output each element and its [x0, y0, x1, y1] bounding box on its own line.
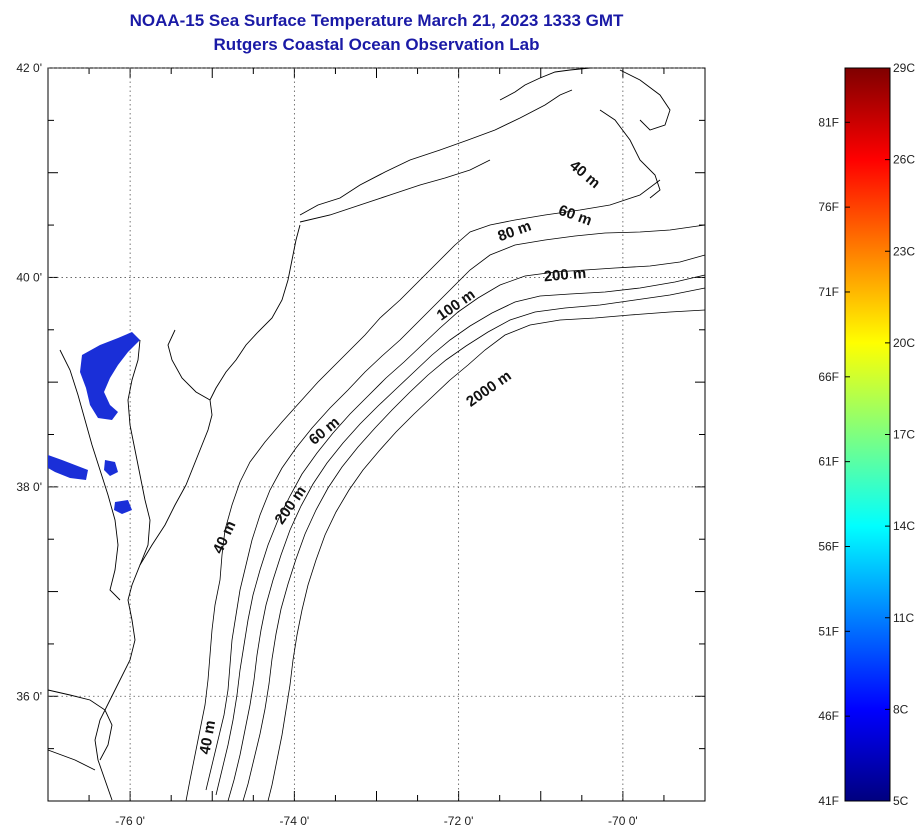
lat-tick-label: 38 0' [16, 480, 42, 494]
colorbar-fahrenheit-label: 56F [818, 539, 839, 553]
colorbar-fahrenheit-label: 46F [818, 709, 839, 723]
colorbar-fahrenheit-label: 76F [818, 200, 839, 214]
map-subtitle: Rutgers Coastal Ocean Observation Lab [213, 35, 540, 54]
isobath-40m [185, 179, 661, 802]
colorbar-celsius-label: 23C [893, 244, 915, 258]
colorbar-celsius-label: 5C [893, 794, 909, 808]
colorbar-fahrenheit-label: 61F [818, 455, 839, 469]
isobath-label: 40 m [196, 719, 219, 756]
isobaths [185, 179, 706, 802]
isobath-100m [227, 274, 706, 802]
colorbar-celsius-label: 17C [893, 428, 915, 442]
lon-tick-label: -74 0' [280, 814, 310, 828]
new-england-coast [499, 67, 671, 199]
colorbar-celsius-label: 14C [893, 519, 915, 533]
isobath-80m [215, 254, 706, 796]
colorbar-fahrenheit-label: 66F [818, 370, 839, 384]
new-jersey-coast [209, 224, 301, 401]
colorbar-fahrenheit-label: 41F [818, 794, 839, 808]
map-grid: -76 0' -74 0' -72 0' -70 0' 42 0' 40 0' 38 0' 3… [16, 61, 706, 828]
map-frame [47, 67, 706, 802]
lat-tick-label: 40 0' [16, 270, 42, 284]
isobath-label: 200 m [543, 265, 587, 286]
coastline [47, 67, 671, 801]
isobath-200m [242, 287, 706, 802]
colorbar-fahrenheit-label: 51F [818, 624, 839, 638]
isobath-2000m [267, 309, 706, 802]
lon-tick-label: -72 0' [444, 814, 474, 828]
lon-tick-label: -76 0' [115, 814, 145, 828]
lon-tick-label: -70 0' [608, 814, 638, 828]
chesapeake-east [127, 339, 151, 566]
colorbar: 29C 26C 23C 20C 17C 14C 11C 8C 5C 81F 76F 71F 66F 61F… [818, 61, 915, 808]
isobath-60m [205, 224, 706, 791]
lat-tick-label: 42 0' [16, 61, 42, 75]
colorbar-fahrenheit-label: 81F [818, 115, 839, 129]
map-title: NOAA-15 Sea Surface Temperature March 21… [129, 11, 624, 30]
delaware-bay [167, 329, 213, 486]
colorbar-celsius-label: 26C [893, 153, 915, 167]
chesapeake-water [48, 332, 140, 514]
outer-banks [47, 689, 113, 771]
colorbar-celsius-label: 8C [893, 702, 909, 716]
chesapeake-west [59, 349, 121, 601]
delmarva-coast [94, 484, 187, 801]
lat-tick-label: 36 0' [16, 689, 42, 703]
colorbar-fahrenheit-label: 71F [818, 285, 839, 299]
colorbar-celsius-label: 29C [893, 61, 915, 75]
colorbar-gradient [844, 67, 891, 802]
colorbar-celsius-label: 20C [893, 336, 915, 350]
colorbar-celsius-label: 11C [893, 611, 914, 625]
long-island-coast [299, 89, 573, 223]
